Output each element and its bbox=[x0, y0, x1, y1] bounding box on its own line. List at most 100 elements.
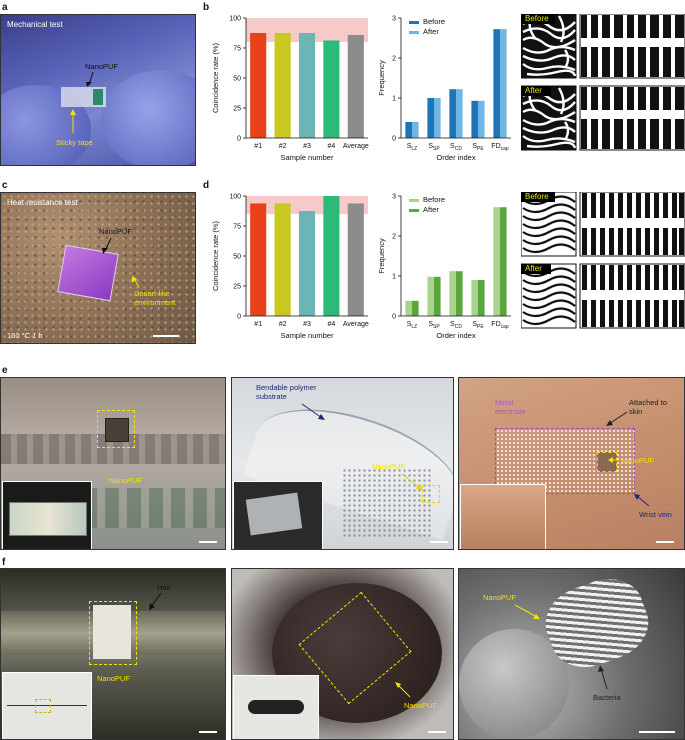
y-tick-label: 50 bbox=[233, 76, 241, 83]
bar-#4 bbox=[323, 196, 339, 316]
y-axis-label: Frequency bbox=[377, 60, 386, 96]
x-tick-label: #1 bbox=[254, 321, 262, 328]
bar-Before-S_SP bbox=[427, 98, 434, 138]
x-tick-label: SPE bbox=[472, 143, 484, 152]
y-axis-label: Coincidence rate (%) bbox=[211, 220, 220, 291]
x-axis-label: Order index bbox=[436, 153, 475, 162]
x-tick-label: #4 bbox=[328, 321, 336, 328]
x-tick-label: #3 bbox=[303, 321, 311, 328]
legend-swatch-Before bbox=[409, 199, 419, 202]
patterns-b-svg bbox=[521, 14, 685, 164]
bar-After-S_PE bbox=[478, 280, 485, 316]
legend-label: Before bbox=[423, 17, 445, 26]
y-tick-label: 0 bbox=[392, 314, 396, 321]
x-tick-label: SSP bbox=[428, 143, 440, 152]
pattern-b-before-label: Before bbox=[525, 14, 549, 23]
inset-dollar-bill bbox=[9, 502, 87, 536]
photo-hair: Hair NanoPUF bbox=[0, 568, 226, 740]
patterns-b: Before After bbox=[521, 14, 685, 164]
y-tick-label: 1 bbox=[392, 96, 396, 103]
photo-e3-arrows bbox=[459, 378, 685, 550]
bar-After-FD_cap bbox=[500, 207, 507, 316]
photo-polymer-substrate: Bendable polymer substrate NanoPUF bbox=[231, 377, 454, 550]
panel-label-c: c bbox=[2, 180, 8, 191]
legend-swatch-After bbox=[409, 209, 419, 212]
photo-ant: NanoPUF bbox=[231, 568, 454, 740]
bar-Before-S_PE bbox=[471, 101, 478, 138]
x-tick-label: SLZ bbox=[407, 321, 418, 330]
y-tick-label: 0 bbox=[237, 314, 241, 321]
bar-After-S_SP bbox=[434, 98, 441, 138]
legend-label: After bbox=[423, 205, 439, 214]
photo-e1-nanopuf-label: NanoPUF bbox=[109, 476, 142, 485]
x-tick-label: FDcap bbox=[491, 321, 509, 330]
scale-bar bbox=[199, 541, 217, 543]
patterns-d: Before After bbox=[521, 192, 685, 342]
bar-#1 bbox=[250, 203, 266, 316]
bar-After-S_CD bbox=[456, 89, 463, 138]
legend-label: Before bbox=[423, 195, 445, 204]
pattern-b-after-label: After bbox=[525, 86, 542, 95]
y-tick-label: 2 bbox=[392, 56, 396, 63]
y-tick-label: 0 bbox=[392, 136, 396, 143]
panel-label-a: a bbox=[2, 2, 8, 13]
y-tick-label: 75 bbox=[233, 46, 241, 53]
bar-Before-FD_cap bbox=[493, 29, 500, 138]
bar-#2 bbox=[275, 203, 291, 316]
chart-frequency-d: SLZ SSP SCD SPE FDcap 0 1 2 3 Order index Frequenc… bbox=[377, 188, 517, 353]
bar-Before-S_CD bbox=[449, 271, 456, 316]
bar-Average bbox=[348, 35, 364, 138]
bar-After-S_SP bbox=[434, 277, 441, 316]
x-tick-label: #2 bbox=[279, 321, 287, 328]
panel-label-e: e bbox=[2, 365, 8, 376]
y-tick-label: 25 bbox=[233, 106, 241, 113]
bar-#1 bbox=[250, 33, 266, 138]
bar-#3 bbox=[299, 33, 315, 138]
legend-swatch-After bbox=[409, 31, 419, 34]
photo-f3-arrows bbox=[459, 569, 685, 740]
x-tick-label: SSP bbox=[428, 321, 440, 330]
photo-skin-attached: Metal electrode Attached to skin NanoPUF… bbox=[458, 377, 685, 550]
y-tick-label: 3 bbox=[392, 194, 396, 201]
x-tick-label: SLZ bbox=[407, 143, 418, 152]
photo-banknote: NanoPUF bbox=[0, 377, 226, 550]
y-tick-label: 25 bbox=[233, 284, 241, 291]
y-tick-label: 2 bbox=[392, 234, 396, 241]
bar-Before-S_SP bbox=[427, 277, 434, 316]
pattern-d-after-label: After bbox=[525, 264, 542, 273]
y-tick-label: 1 bbox=[392, 274, 396, 281]
x-tick-label: #2 bbox=[279, 143, 287, 150]
x-tick-label: Average bbox=[343, 143, 369, 150]
legend-label: After bbox=[423, 27, 439, 36]
x-tick-label: SCD bbox=[450, 143, 462, 152]
photo-f2-arrows bbox=[232, 569, 454, 740]
y-axis-label: Frequency bbox=[377, 238, 386, 274]
chart-coincidence-b: #1 #2 #3 #4 Average 0 25 50 75 100 Sample number Co… bbox=[208, 10, 378, 175]
y-tick-label: 100 bbox=[229, 194, 241, 201]
photo-c-arrows bbox=[1, 193, 196, 344]
photo-e2-arrows bbox=[232, 378, 454, 550]
x-axis-label: Sample number bbox=[281, 153, 334, 162]
legend-swatch-Before bbox=[409, 21, 419, 24]
photo-f1-arrows bbox=[1, 569, 226, 740]
pattern-d-before-label: Before bbox=[525, 192, 549, 201]
y-tick-label: 3 bbox=[392, 16, 396, 23]
x-tick-label: SPE bbox=[472, 321, 484, 330]
x-tick-label: #3 bbox=[303, 143, 311, 150]
bar-#3 bbox=[299, 211, 315, 316]
bar-After-S_LZ bbox=[412, 301, 419, 316]
x-tick-label: SCD bbox=[450, 321, 462, 330]
photo-mechanical-test: Mechanical test NanoPUF Sticky tape bbox=[0, 14, 196, 166]
x-tick-label: #4 bbox=[328, 143, 336, 150]
bar-Before-S_PE bbox=[471, 280, 478, 316]
panel-label-f: f bbox=[2, 557, 5, 568]
chart-frequency-b: SLZ SSP SCD SPE FDcap 0 1 2 3 Order index Frequenc… bbox=[377, 10, 517, 175]
bar-After-S_CD bbox=[456, 271, 463, 316]
bar-Average bbox=[348, 203, 364, 316]
y-tick-label: 50 bbox=[233, 254, 241, 261]
x-axis-label: Order index bbox=[436, 331, 475, 340]
photo-heat-resistance-test: Heat resistance test NanoPUF Desert-like… bbox=[0, 192, 196, 344]
patterns-d-svg bbox=[521, 192, 685, 342]
bar-After-S_LZ bbox=[412, 122, 419, 138]
photo-a-arrows bbox=[1, 15, 196, 166]
